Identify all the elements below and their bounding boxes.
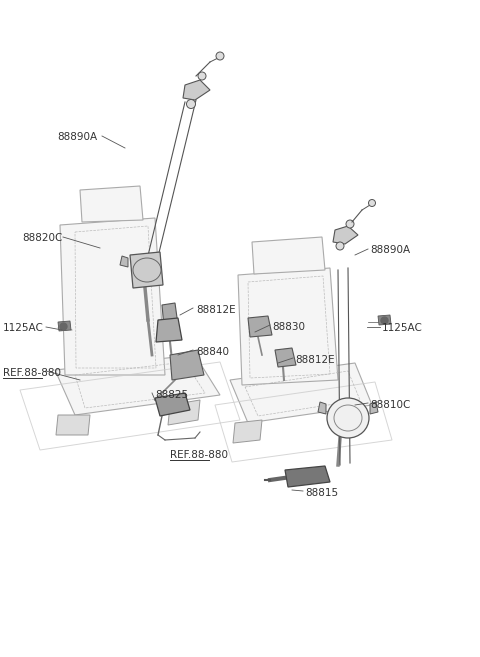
Polygon shape xyxy=(233,420,262,443)
Ellipse shape xyxy=(336,242,344,250)
Polygon shape xyxy=(155,393,190,416)
Polygon shape xyxy=(285,466,330,487)
Polygon shape xyxy=(60,218,165,375)
Polygon shape xyxy=(58,321,71,331)
Polygon shape xyxy=(333,226,358,244)
Ellipse shape xyxy=(216,52,224,60)
Text: 1125AC: 1125AC xyxy=(382,323,423,333)
Polygon shape xyxy=(370,402,378,414)
Text: 1125AC: 1125AC xyxy=(3,323,44,333)
Text: 88815: 88815 xyxy=(305,488,338,498)
Text: 88890A: 88890A xyxy=(370,245,410,255)
Ellipse shape xyxy=(346,220,354,228)
Text: 88890A: 88890A xyxy=(57,132,97,142)
Ellipse shape xyxy=(369,200,375,206)
Polygon shape xyxy=(318,402,326,414)
Polygon shape xyxy=(170,350,204,380)
Text: 88812E: 88812E xyxy=(196,305,236,315)
Text: 88820C: 88820C xyxy=(22,233,62,243)
Polygon shape xyxy=(130,252,163,288)
Polygon shape xyxy=(378,315,391,325)
Polygon shape xyxy=(238,268,338,385)
Ellipse shape xyxy=(187,99,195,108)
Polygon shape xyxy=(183,80,210,100)
Text: 88830: 88830 xyxy=(272,322,305,332)
Polygon shape xyxy=(230,363,372,423)
Text: 88810C: 88810C xyxy=(370,400,410,410)
Text: 88825: 88825 xyxy=(155,390,188,400)
Polygon shape xyxy=(168,400,200,425)
Polygon shape xyxy=(275,348,296,367)
Polygon shape xyxy=(338,406,365,432)
Polygon shape xyxy=(162,303,178,327)
Polygon shape xyxy=(248,316,272,337)
Polygon shape xyxy=(156,318,182,342)
Text: REF.88-880: REF.88-880 xyxy=(3,368,61,378)
Text: REF.88-880: REF.88-880 xyxy=(170,450,228,460)
Polygon shape xyxy=(120,256,128,267)
Text: 88840: 88840 xyxy=(196,347,229,357)
Polygon shape xyxy=(56,415,90,435)
Polygon shape xyxy=(55,355,220,415)
Polygon shape xyxy=(80,186,143,222)
Ellipse shape xyxy=(327,398,369,438)
Polygon shape xyxy=(252,237,325,274)
Ellipse shape xyxy=(198,72,206,80)
Text: 88812E: 88812E xyxy=(295,355,335,365)
